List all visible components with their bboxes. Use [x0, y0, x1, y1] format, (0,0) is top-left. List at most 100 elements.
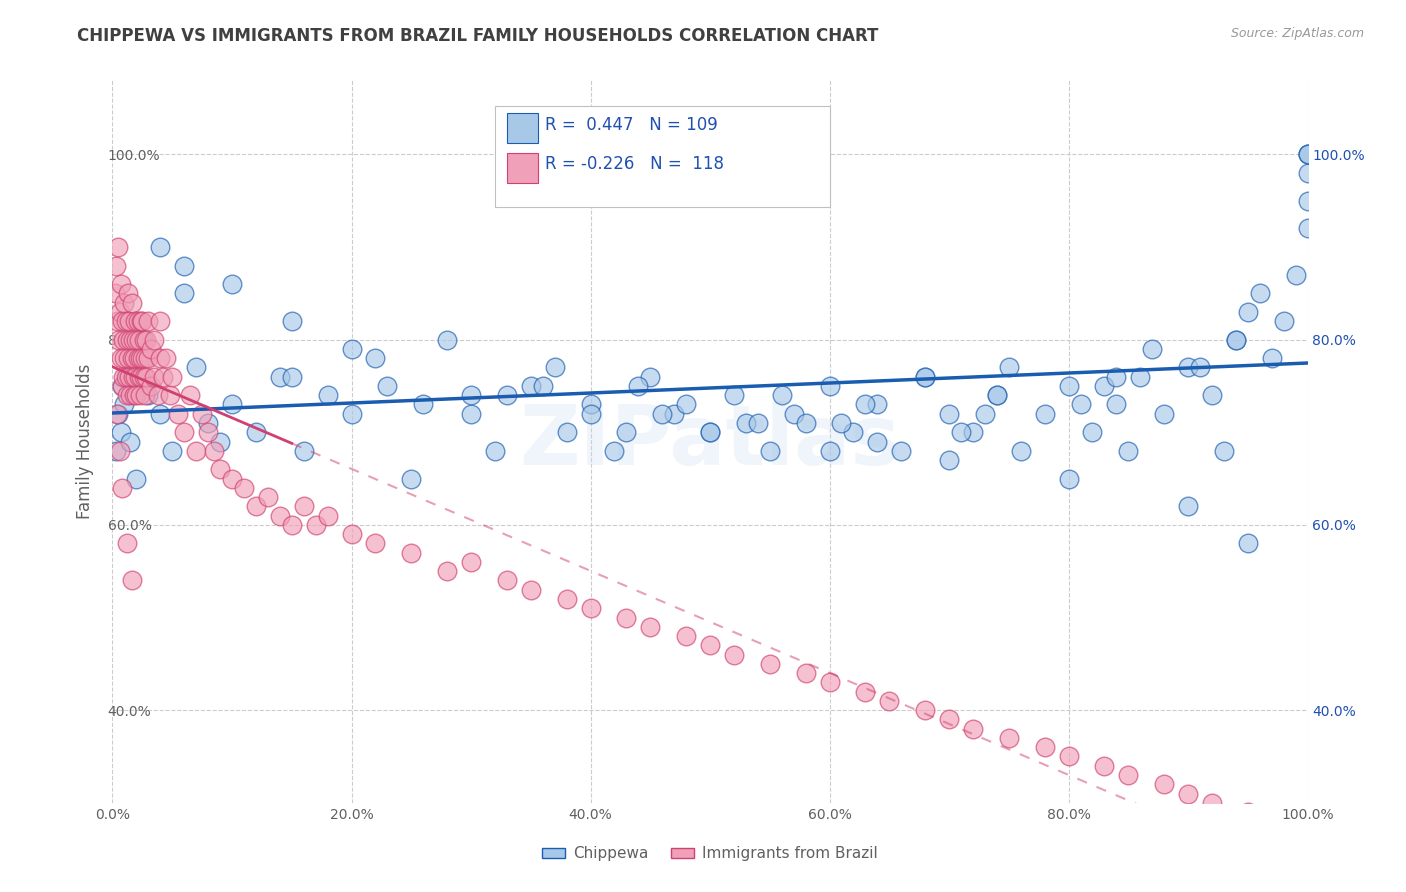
Point — [603, 443, 626, 458]
Point — [998, 731, 1021, 745]
Point — [257, 490, 280, 504]
Point — [105, 259, 128, 273]
Point — [124, 314, 146, 328]
Point — [866, 434, 889, 449]
Point — [129, 388, 152, 402]
Point — [155, 351, 177, 366]
Point — [209, 434, 232, 449]
Point — [340, 407, 363, 421]
Point — [125, 333, 148, 347]
Point — [316, 388, 339, 402]
FancyBboxPatch shape — [495, 105, 830, 207]
Point — [105, 443, 128, 458]
Point — [1296, 147, 1319, 161]
Point — [111, 379, 134, 393]
Point — [143, 369, 166, 384]
Point — [197, 425, 219, 440]
Point — [129, 369, 152, 384]
Point — [191, 407, 214, 421]
Point — [460, 555, 482, 569]
Point — [149, 240, 172, 254]
Point — [579, 407, 602, 421]
Point — [316, 508, 339, 523]
Point — [1033, 740, 1056, 755]
Point — [114, 397, 135, 411]
Point — [1285, 268, 1308, 282]
Point — [149, 351, 172, 366]
Point — [127, 351, 149, 366]
Point — [879, 694, 901, 708]
Point — [938, 407, 960, 421]
Point — [1105, 397, 1128, 411]
Point — [818, 379, 841, 393]
Point — [292, 500, 315, 514]
Point — [723, 388, 745, 402]
Point — [579, 397, 602, 411]
Point — [555, 425, 578, 440]
Point — [1057, 749, 1080, 764]
Point — [759, 657, 782, 671]
Point — [143, 333, 166, 347]
Point — [401, 472, 423, 486]
Legend: Chippewa, Immigrants from Brazil: Chippewa, Immigrants from Brazil — [536, 840, 884, 867]
Point — [118, 314, 141, 328]
Point — [1081, 425, 1104, 440]
Point — [138, 388, 160, 402]
Point — [110, 425, 132, 440]
Point — [986, 388, 1008, 402]
Point — [269, 508, 291, 523]
Point — [146, 388, 169, 402]
Point — [173, 259, 195, 273]
Text: Source: ZipAtlas.com: Source: ZipAtlas.com — [1230, 27, 1364, 40]
Point — [1010, 443, 1032, 458]
Point — [1261, 351, 1284, 366]
Point — [1057, 472, 1080, 486]
Point — [281, 517, 304, 532]
Point — [173, 425, 195, 440]
Point — [1237, 305, 1260, 319]
Point — [179, 388, 201, 402]
Point — [675, 397, 697, 411]
Point — [1177, 360, 1199, 375]
Point — [831, 416, 853, 430]
Point — [651, 407, 673, 421]
Point — [1177, 787, 1199, 801]
Point — [1296, 194, 1319, 208]
Point — [531, 379, 554, 393]
Point — [855, 684, 877, 698]
Point — [221, 472, 243, 486]
Point — [233, 481, 256, 495]
Point — [675, 629, 697, 643]
Point — [122, 351, 145, 366]
Point — [1057, 379, 1080, 393]
Point — [111, 379, 134, 393]
Point — [747, 416, 769, 430]
Point — [110, 351, 132, 366]
Point — [112, 333, 135, 347]
Point — [890, 443, 912, 458]
Point — [202, 443, 225, 458]
Point — [120, 434, 142, 449]
Point — [162, 369, 183, 384]
Point — [401, 546, 423, 560]
Point — [115, 369, 138, 384]
Point — [1201, 796, 1223, 810]
Point — [818, 443, 841, 458]
Point — [114, 351, 135, 366]
Point — [1237, 536, 1260, 550]
Text: ZIPatlas: ZIPatlas — [520, 401, 900, 482]
Point — [111, 314, 134, 328]
Point — [998, 360, 1021, 375]
Point — [1296, 823, 1319, 838]
Point — [245, 425, 267, 440]
Point — [436, 564, 458, 578]
Point — [128, 369, 150, 384]
Point — [121, 351, 143, 366]
Point — [117, 351, 139, 366]
Point — [114, 295, 135, 310]
Point — [1105, 369, 1128, 384]
Point — [794, 666, 817, 681]
Text: R = -0.226   N =  118: R = -0.226 N = 118 — [546, 154, 724, 173]
Point — [221, 277, 243, 291]
Point — [138, 314, 160, 328]
